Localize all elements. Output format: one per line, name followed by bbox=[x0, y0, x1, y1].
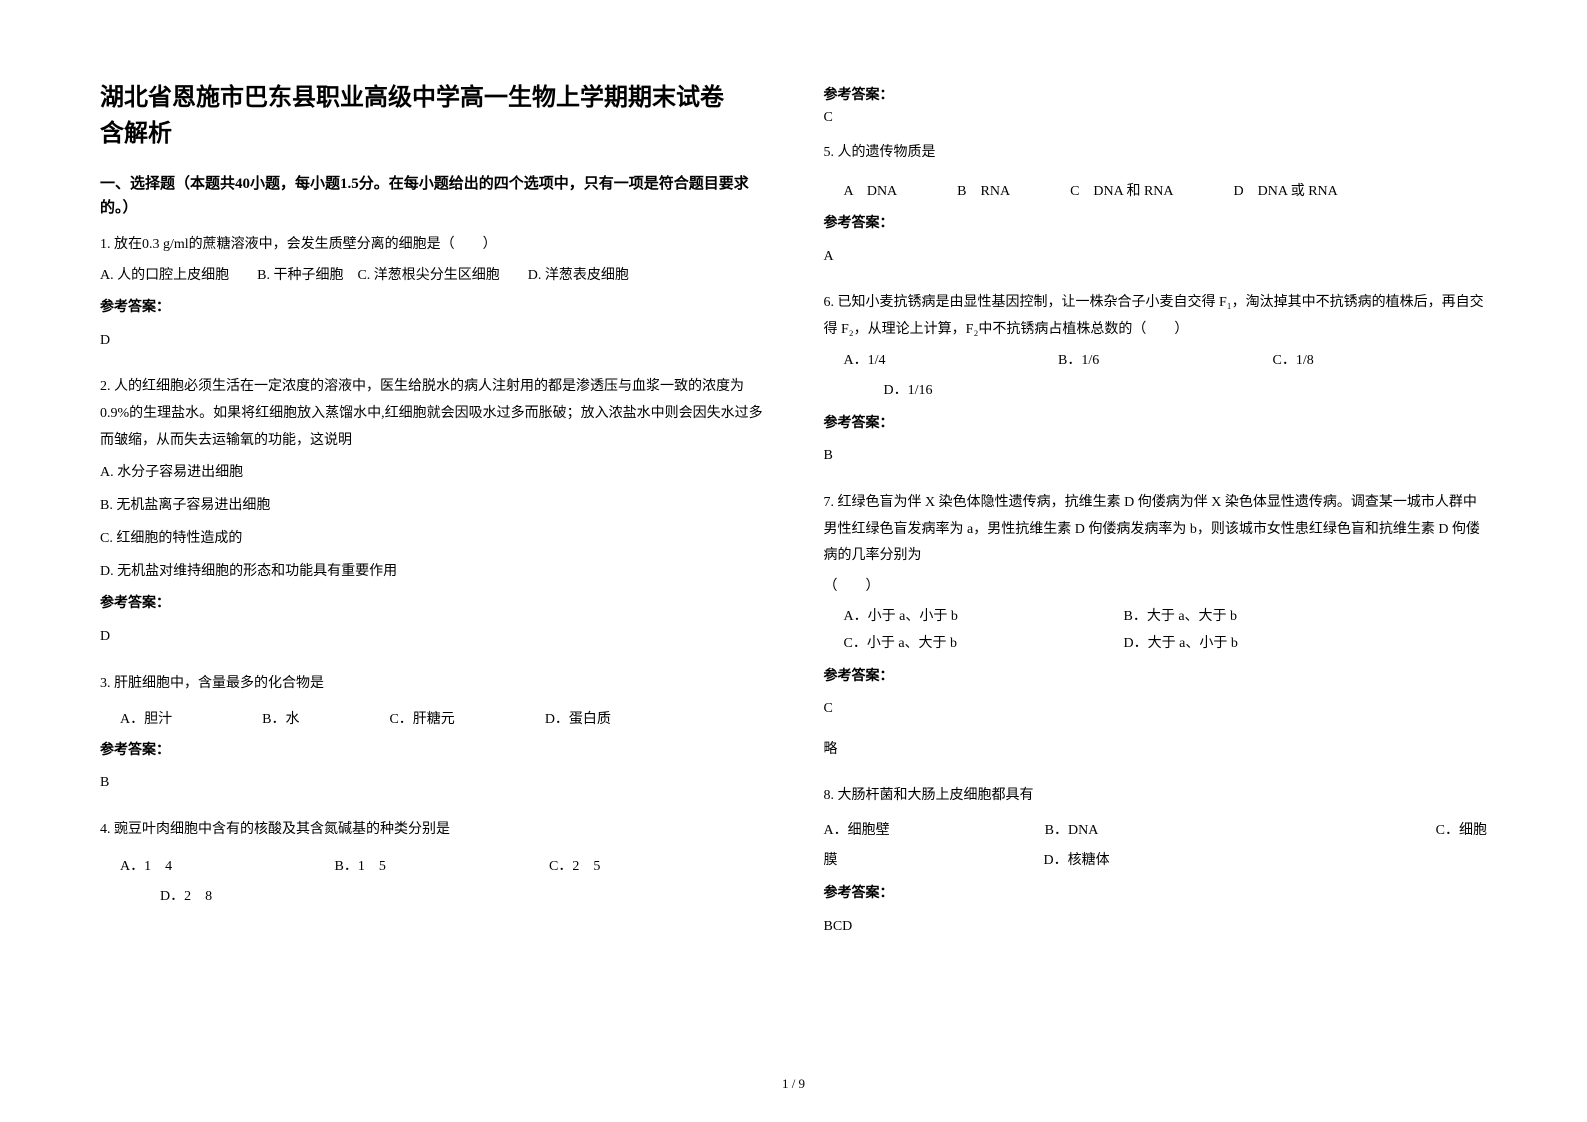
q4-text: 4. 豌豆叶肉细胞中含有的核酸及其含氮碱基的种类分别是 bbox=[100, 817, 764, 844]
q3-text: 3. 肝脏细胞中，含量最多的化合物是 bbox=[100, 671, 764, 698]
q5-optB: B RNA bbox=[957, 179, 1010, 206]
q8-text: 8. 大肠杆菌和大肠上皮细胞都具有 bbox=[824, 783, 1488, 810]
q8-options-row2: 膜 D．核糖体 bbox=[824, 848, 1488, 875]
q5-optC: C DNA 和 RNA bbox=[1070, 179, 1173, 206]
q4-optD: D．2 8 bbox=[100, 884, 764, 911]
q5-text: 5. 人的遗传物质是 bbox=[824, 140, 1488, 167]
q7-note: 略 bbox=[824, 737, 1488, 764]
question-2: 2. 人的红细胞必须生活在一定浓度的溶液中，医生给脱水的病人注射用的都是渗透压与… bbox=[100, 374, 764, 664]
q6-optC: C．1/8 bbox=[1273, 348, 1488, 375]
q5-options: A DNA B RNA C DNA 和 RNA D DNA 或 RNA bbox=[824, 179, 1488, 206]
q3-answer: B bbox=[100, 770, 764, 797]
q4-optA: A．1 4 bbox=[120, 854, 335, 881]
question-5: 5. 人的遗传物质是 A DNA B RNA C DNA 和 RNA D DNA… bbox=[824, 140, 1488, 284]
q5-answer-label: 参考答案： bbox=[824, 211, 1488, 238]
q8-optB: B．DNA bbox=[1045, 818, 1266, 845]
question-7: 7. 红绿色盲为伴 X 染色体隐性遗传病，抗维生素 D 佝偻病为伴 X 染色体显… bbox=[824, 490, 1488, 777]
title-line-1: 湖北省恩施市巴东县职业高级中学高一生物上学期期末试卷 bbox=[100, 80, 764, 116]
q7-text2: （ ） bbox=[824, 574, 1488, 601]
q5-answer: A bbox=[824, 244, 1488, 271]
q4-optB: B．1 5 bbox=[335, 854, 550, 881]
q6-options-row1: A．1/4 B．1/6 C．1/8 bbox=[824, 348, 1488, 375]
q8-line2-left: 膜 bbox=[824, 848, 1044, 875]
document-title: 湖北省恩施市巴东县职业高级中学高一生物上学期期末试卷 含解析 bbox=[100, 80, 764, 152]
page-number: 1 / 9 bbox=[782, 1076, 805, 1092]
q3-options: A．胆汁 B．水 C．肝糖元 D．蛋白质 bbox=[100, 707, 764, 734]
q2-answer-label: 参考答案： bbox=[100, 591, 764, 618]
q6-answer-label: 参考答案： bbox=[824, 411, 1488, 438]
q7-optD: D．大于 a、小于 b bbox=[1124, 631, 1238, 658]
q4-answer-label: 参考答案： bbox=[824, 84, 1488, 104]
section-heading: 一、选择题（本题共40小题，每小题1.5分。在每小题给出的四个选项中，只有一项是… bbox=[100, 172, 764, 220]
q8-optC: C．细胞 bbox=[1266, 818, 1487, 845]
q5-optD: D DNA 或 RNA bbox=[1234, 179, 1338, 206]
q4-answer: C bbox=[824, 110, 1488, 126]
q7-text: 7. 红绿色盲为伴 X 染色体隐性遗传病，抗维生素 D 佝偻病为伴 X 染色体显… bbox=[824, 490, 1488, 570]
q6-text: 6. 已知小麦抗锈病是由显性基因控制，让一株杂合子小麦自交得 F₁，淘汰掉其中不… bbox=[824, 290, 1488, 343]
q6-answer: B bbox=[824, 443, 1488, 470]
q8-answer-label: 参考答案： bbox=[824, 881, 1488, 908]
q4-optC: C．2 5 bbox=[549, 854, 764, 881]
right-column: 参考答案： C 5. 人的遗传物质是 A DNA B RNA C DNA 和 R… bbox=[824, 80, 1488, 1060]
q8-answer: BCD bbox=[824, 914, 1488, 941]
left-column: 湖北省恩施市巴东县职业高级中学高一生物上学期期末试卷 含解析 一、选择题（本题共… bbox=[100, 80, 764, 1060]
q6-optD: D．1/16 bbox=[824, 378, 1488, 405]
page-container: 湖北省恩施市巴东县职业高级中学高一生物上学期期末试卷 含解析 一、选择题（本题共… bbox=[100, 80, 1487, 1060]
q7-answer: C bbox=[824, 696, 1488, 723]
q7-optB: B．大于 a、大于 b bbox=[1124, 604, 1238, 631]
title-line-2: 含解析 bbox=[100, 116, 764, 152]
q2-optC: C. 红细胞的特性造成的 bbox=[100, 524, 764, 555]
question-8: 8. 大肠杆菌和大肠上皮细胞都具有 A．细胞壁 B．DNA C．细胞 膜 D．核… bbox=[824, 783, 1488, 954]
q7-options-row1: A．小于 a、小于 b B．大于 a、大于 b bbox=[824, 604, 1488, 631]
q2-optA: A. 水分子容易进出细胞 bbox=[100, 458, 764, 489]
q7-optC: C．小于 a、大于 b bbox=[844, 631, 1124, 658]
question-3: 3. 肝脏细胞中，含量最多的化合物是 A．胆汁 B．水 C．肝糖元 D．蛋白质 … bbox=[100, 671, 764, 811]
q1-text: 1. 放在0.3 g/ml的蔗糖溶液中，会发生质壁分离的细胞是（ ） bbox=[100, 232, 764, 259]
q6-optB: B．1/6 bbox=[1058, 348, 1273, 375]
question-6: 6. 已知小麦抗锈病是由显性基因控制，让一株杂合子小麦自交得 F₁，淘汰掉其中不… bbox=[824, 290, 1488, 484]
q3-optC: C．肝糖元 bbox=[389, 707, 454, 734]
q2-answer: D bbox=[100, 624, 764, 651]
q7-optA: A．小于 a、小于 b bbox=[844, 604, 1124, 631]
q1-options: A. 人的口腔上皮细胞 B. 干种子细胞 C. 洋葱根尖分生区细胞 D. 洋葱表… bbox=[100, 263, 764, 290]
q3-optA: A．胆汁 bbox=[120, 707, 172, 734]
q7-options-row2: C．小于 a、大于 b D．大于 a、小于 b bbox=[824, 631, 1488, 658]
q3-optB: B．水 bbox=[262, 707, 299, 734]
q8-optD: D．核糖体 bbox=[1044, 848, 1110, 875]
q1-answer-label: 参考答案： bbox=[100, 295, 764, 322]
q8-optA: A．细胞壁 bbox=[824, 818, 1045, 845]
q1-answer: D bbox=[100, 328, 764, 355]
q8-options-row1: A．细胞壁 B．DNA C．细胞 bbox=[824, 818, 1488, 845]
q6-optA: A．1/4 bbox=[844, 348, 1059, 375]
q5-optA: A DNA bbox=[844, 179, 898, 206]
q3-optD: D．蛋白质 bbox=[545, 707, 611, 734]
question-4: 4. 豌豆叶肉细胞中含有的核酸及其含氮碱基的种类分别是 A．1 4 B．1 5 … bbox=[100, 817, 764, 911]
q7-answer-label: 参考答案： bbox=[824, 664, 1488, 691]
q3-answer-label: 参考答案： bbox=[100, 738, 764, 765]
question-1: 1. 放在0.3 g/ml的蔗糖溶液中，会发生质壁分离的细胞是（ ） A. 人的… bbox=[100, 232, 764, 368]
q2-optB: B. 无机盐离子容易进出细胞 bbox=[100, 491, 764, 522]
q2-optD: D. 无机盐对维持细胞的形态和功能具有重要作用 bbox=[100, 557, 764, 588]
q2-text: 2. 人的红细胞必须生活在一定浓度的溶液中，医生给脱水的病人注射用的都是渗透压与… bbox=[100, 374, 764, 454]
q4-options-row1: A．1 4 B．1 5 C．2 5 bbox=[100, 854, 764, 881]
